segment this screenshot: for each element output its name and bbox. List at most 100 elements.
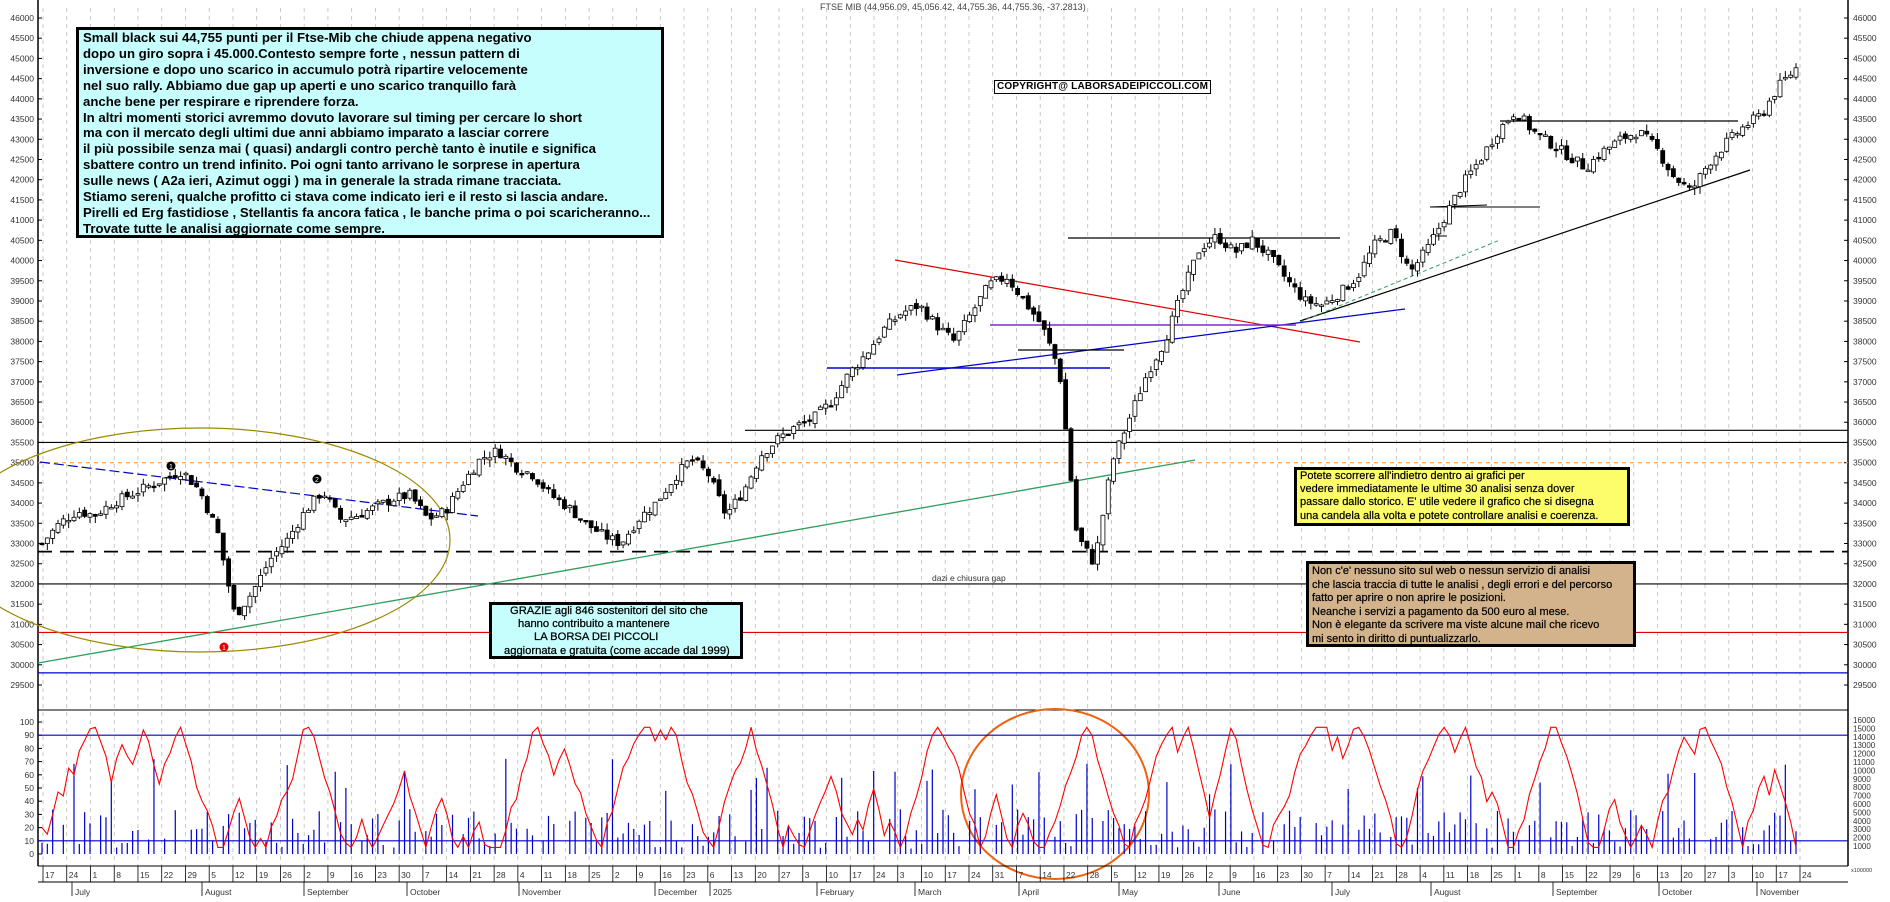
x-tick-label: 26 <box>1185 870 1195 880</box>
candle-body <box>929 316 935 320</box>
candle-body <box>1415 262 1420 272</box>
candle-body <box>1292 283 1298 288</box>
x-tick-label: 28 <box>496 870 506 880</box>
candle-body <box>722 494 727 514</box>
commentary-line: Stiamo sereni, qualche profitto ci stava… <box>83 189 608 205</box>
x-tick-label: 10 <box>829 870 839 880</box>
candle-body <box>492 447 498 458</box>
y-tick-label-right: 37500 <box>1853 357 1877 367</box>
candle-body <box>44 537 50 544</box>
candle-body <box>935 317 941 331</box>
candle-body <box>599 529 605 532</box>
candle-body <box>716 479 722 497</box>
candle-body <box>487 457 493 461</box>
candle-body <box>1633 136 1639 140</box>
candle-body <box>87 513 93 518</box>
y-tick-label-left: 32000 <box>10 579 34 589</box>
commentary-line: nel suo rally. Abbiamo due gap up aperti… <box>83 77 517 93</box>
y-tick-label-right: 43500 <box>1853 114 1877 124</box>
ellipse-orange <box>960 708 1150 880</box>
candle-body <box>1559 145 1564 150</box>
y-tick-label-right: 37000 <box>1853 377 1877 387</box>
x-tick-label: 22 <box>1066 870 1076 880</box>
y-tick-label-right: 33500 <box>1853 518 1877 528</box>
volume-tick-label: 14000 <box>1853 733 1876 742</box>
x-tick-label: 2 <box>1208 870 1213 880</box>
candle-body <box>860 356 866 368</box>
candle-body <box>162 477 168 485</box>
x-tick-label: 1 <box>1517 870 1522 880</box>
candle-body <box>631 530 637 533</box>
candle-body <box>1068 428 1074 481</box>
candle-body <box>791 426 797 434</box>
candle-body <box>769 445 775 454</box>
candle-body <box>92 513 98 517</box>
candle-body <box>1537 132 1543 136</box>
x-tick-label: 25 <box>591 870 601 880</box>
candle-body <box>785 433 791 436</box>
osc-tick-label: 50 <box>25 783 35 793</box>
candle-body <box>215 518 221 534</box>
commentary-line: inversione e dopo uno scarico in accumul… <box>83 61 528 77</box>
x-tick-label: 23 <box>686 870 696 880</box>
candle-body <box>556 497 562 501</box>
x-tick-label: 24 <box>876 870 886 880</box>
candle-body <box>1457 192 1463 198</box>
candle-body <box>993 276 999 281</box>
month-label: April <box>1022 887 1039 897</box>
candle-body <box>1484 146 1490 160</box>
candle-body <box>1180 290 1186 300</box>
x-tick-label: 22 <box>164 870 174 880</box>
x-tick-label: 16 <box>354 870 364 880</box>
candle-body <box>578 518 583 521</box>
disclaimer-line: Non è elegante da scrivere ma viste alcu… <box>1312 619 1600 631</box>
x-tick-label: 7 <box>1327 870 1332 880</box>
y-tick-label-right: 30500 <box>1853 640 1877 650</box>
candle-body <box>418 499 423 507</box>
trendline-black <box>1299 169 1751 322</box>
candle-body <box>562 499 567 510</box>
candle-body <box>1756 113 1762 117</box>
x-tick-label: 31 <box>995 870 1005 880</box>
thanks-box: GRAZIE agli 846 sostenitori del sito che… <box>489 602 743 659</box>
candle-body <box>231 585 237 610</box>
candle-body <box>1329 300 1335 303</box>
x-tick-label: 18 <box>567 870 577 880</box>
month-label: November <box>522 887 561 897</box>
candle-body <box>572 505 578 519</box>
y-tick-label-left: 34000 <box>10 498 34 508</box>
x-tick-label: 24 <box>971 870 981 880</box>
candle-body <box>812 411 818 424</box>
candle-body <box>268 557 274 568</box>
candle-body <box>1607 146 1612 150</box>
y-tick-label-left: 38000 <box>10 336 34 346</box>
candle-body <box>76 512 82 518</box>
candle-body <box>913 303 919 309</box>
y-tick-label-left: 31000 <box>10 619 34 629</box>
y-tick-label-left: 30500 <box>10 640 34 650</box>
candle-body <box>775 435 781 445</box>
candle-body <box>1431 234 1436 245</box>
x-tick-label: 17 <box>45 870 55 880</box>
candle-body <box>807 419 813 422</box>
candle-body <box>658 498 663 501</box>
x-tick-label: 2 <box>615 870 620 880</box>
candle-body <box>167 475 173 479</box>
candle-body <box>1564 145 1570 160</box>
candle-body <box>1489 144 1495 147</box>
y-tick-label-left: 35000 <box>10 458 34 468</box>
candle-body <box>753 467 759 479</box>
candle-body <box>1654 139 1660 149</box>
candle-body <box>338 507 343 520</box>
oscillator-line <box>41 725 1797 850</box>
y-tick-label-left: 45000 <box>10 53 34 63</box>
candle-body <box>1132 400 1138 417</box>
candle-body <box>172 475 178 479</box>
candle-body <box>732 498 738 509</box>
x-tick-label: 17 <box>947 870 957 880</box>
month-label: February <box>820 887 855 897</box>
candle-body <box>1111 458 1116 482</box>
osc-tick-label: 0 <box>29 849 34 859</box>
candle-body <box>1063 379 1069 430</box>
candle-body <box>849 367 855 378</box>
